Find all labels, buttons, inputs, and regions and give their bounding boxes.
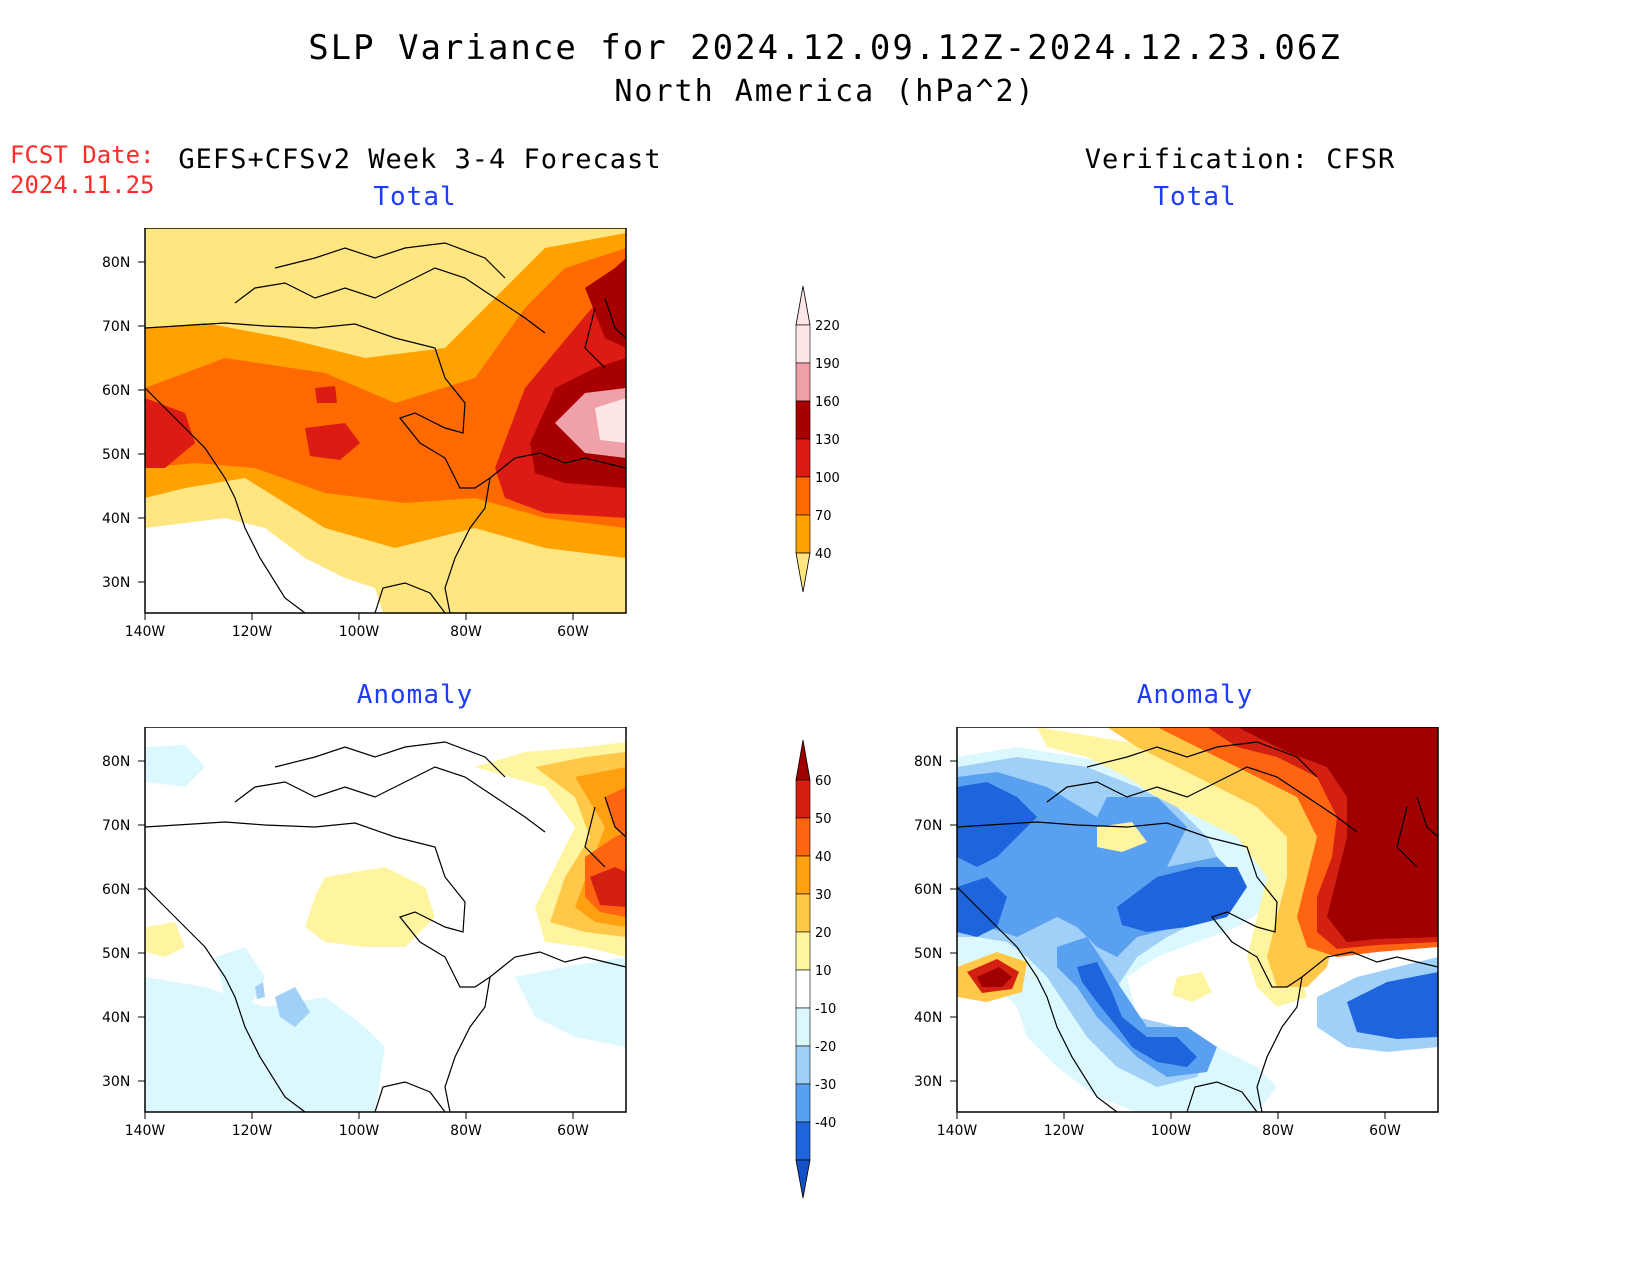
lat-label: 40N bbox=[914, 1010, 942, 1026]
lat-label: 80N bbox=[914, 754, 942, 770]
fcst-anomaly-title: Anomaly bbox=[356, 680, 474, 710]
lon-label: 120W bbox=[232, 1123, 273, 1139]
anomaly-cbar-label: -10 bbox=[815, 1002, 836, 1017]
lat-label: 50N bbox=[102, 447, 130, 463]
lon-label: 100W bbox=[339, 624, 380, 640]
fcst-date-label: FCST Date: bbox=[10, 141, 155, 169]
anomaly-cbar-label: 30 bbox=[815, 888, 832, 903]
lon-label: 120W bbox=[1044, 1123, 1085, 1139]
total-cbar-label: 220 bbox=[815, 319, 840, 334]
lon-labels: 140W 120W 100W 80W 60W bbox=[125, 624, 589, 640]
anomaly-colorbar: 60 50 40 30 20 10 -10 -20 -30 -40 bbox=[795, 740, 836, 1199]
lat-label: 30N bbox=[102, 575, 130, 591]
lon-label: 80W bbox=[450, 1123, 482, 1139]
lat-label: 80N bbox=[102, 754, 130, 770]
coastline-paths bbox=[144, 242, 627, 614]
lat-label: 60N bbox=[102, 882, 130, 898]
lat-label: 50N bbox=[914, 946, 942, 962]
main-subtitle: North America (hPa^2) bbox=[614, 74, 1036, 109]
lon-label: 60W bbox=[1369, 1123, 1401, 1139]
right-column-title: Verification: CFSR bbox=[1084, 144, 1396, 175]
fcst-total-map: 80N 70N 60N 50N 40N 30N 140W 120W 100W 8… bbox=[102, 228, 627, 640]
lon-label: 60W bbox=[557, 624, 589, 640]
lat-label: 30N bbox=[914, 1074, 942, 1090]
main-title: SLP Variance for 2024.12.09.12Z-2024.12.… bbox=[308, 28, 1342, 68]
fcst-date: FCST Date: 2024.11.25 bbox=[10, 140, 155, 200]
verif-total-title: Total bbox=[1153, 182, 1237, 212]
lat-label: 70N bbox=[102, 818, 130, 834]
anomaly-cbar-label: 40 bbox=[815, 850, 832, 865]
lat-label: 60N bbox=[914, 882, 942, 898]
lon-label: 80W bbox=[1262, 1123, 1294, 1139]
total-cbar-label: 40 bbox=[815, 547, 832, 562]
lat-label: 70N bbox=[102, 319, 130, 335]
total-cbar-label: 70 bbox=[815, 509, 832, 524]
anomaly-cbar-label: -20 bbox=[815, 1040, 836, 1055]
fcst-anomaly-map: 80N 70N 60N 50N 40N 30N 140W 120W 100W 8… bbox=[102, 727, 627, 1139]
verif-anomaly-title: Anomaly bbox=[1136, 680, 1254, 710]
left-column-title: GEFS+CFSv2 Week 3-4 Forecast bbox=[178, 144, 662, 175]
lon-label: 140W bbox=[125, 624, 166, 640]
lat-label: 80N bbox=[102, 255, 130, 271]
anomaly-cbar-label: 50 bbox=[815, 812, 832, 827]
lat-label: 30N bbox=[102, 1074, 130, 1090]
anomaly-cbar-label: -30 bbox=[815, 1078, 836, 1093]
lat-label: 50N bbox=[102, 946, 130, 962]
lon-label: 140W bbox=[125, 1123, 166, 1139]
lon-label: 100W bbox=[1151, 1123, 1192, 1139]
total-cbar-label: 190 bbox=[815, 357, 840, 372]
lat-label: 60N bbox=[102, 383, 130, 399]
fcst-total-title: Total bbox=[373, 182, 457, 212]
total-colorbar: 220 190 160 130 100 70 40 bbox=[795, 285, 840, 593]
total-cbar-label: 160 bbox=[815, 395, 840, 410]
total-cbar-label: 130 bbox=[815, 433, 840, 448]
lon-label: 60W bbox=[557, 1123, 589, 1139]
lon-label: 120W bbox=[232, 624, 273, 640]
lon-label: 80W bbox=[450, 624, 482, 640]
lon-label: 100W bbox=[339, 1123, 380, 1139]
total-cbar-label: 100 bbox=[815, 471, 840, 486]
lat-labels: 80N 70N 60N 50N 40N 30N bbox=[102, 255, 130, 591]
fcst-date-value: 2024.11.25 bbox=[10, 171, 155, 199]
lat-label: 40N bbox=[102, 511, 130, 527]
verif-anomaly-map: 80N 70N 60N 50N 40N 30N 140W 120W 100W 8… bbox=[914, 727, 1439, 1139]
anomaly-cbar-label: 10 bbox=[815, 964, 832, 979]
lat-label: 40N bbox=[102, 1010, 130, 1026]
anomaly-cbar-label: 60 bbox=[815, 774, 832, 789]
anomaly-cbar-label: 20 bbox=[815, 926, 832, 941]
lat-label: 70N bbox=[914, 818, 942, 834]
lon-label: 140W bbox=[937, 1123, 978, 1139]
anomaly-cbar-label: -40 bbox=[815, 1116, 836, 1131]
